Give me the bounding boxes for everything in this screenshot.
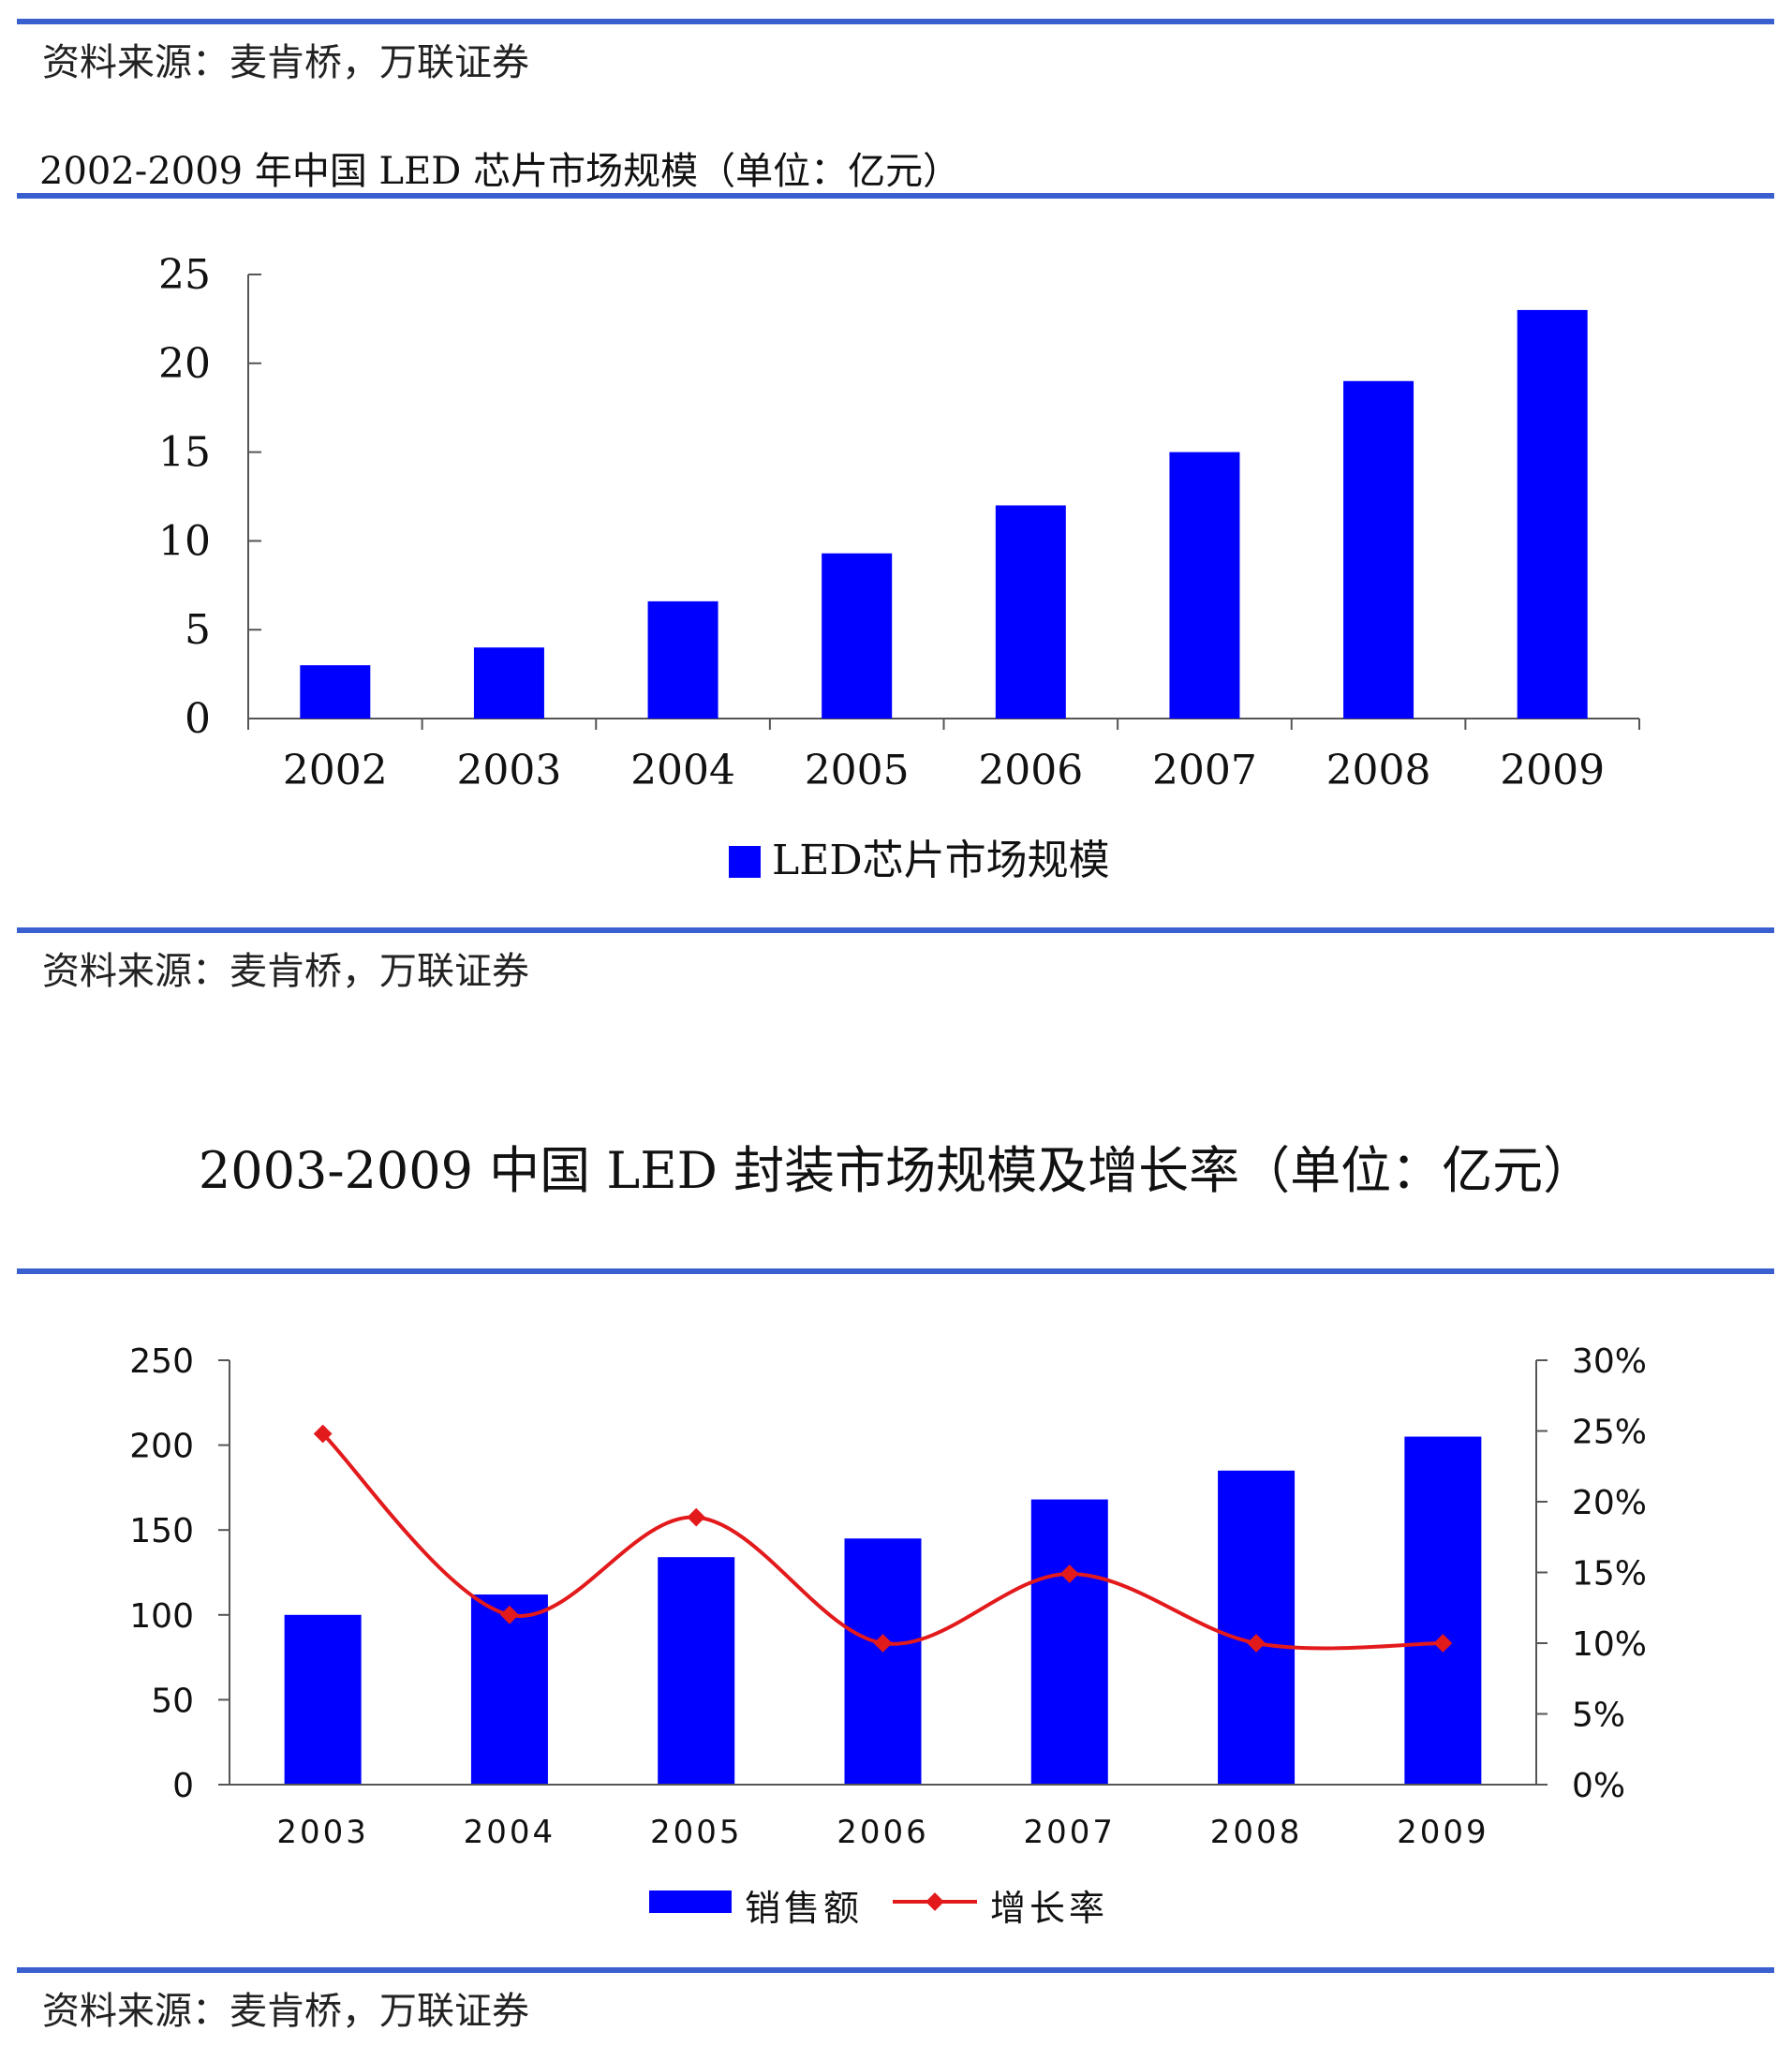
chart2-bar bbox=[658, 1557, 735, 1785]
chart2-combo-chart: 0 50 100 150 200 250 0% 5% 10% 15% 20% 25% 30% 2003 20… bbox=[129, 1342, 1647, 1929]
chart2-bar bbox=[1404, 1436, 1482, 1785]
chart2-x-tick-label: 2009 bbox=[1397, 1814, 1489, 1851]
chart2-x-tick-label: 2007 bbox=[1024, 1814, 1117, 1851]
chart1-y-tick-label: 25 bbox=[158, 251, 211, 299]
chart2-growth-point bbox=[1433, 1634, 1453, 1653]
chart1-x-tick-label: 2009 bbox=[1500, 747, 1605, 794]
chart2-growth-point bbox=[313, 1424, 333, 1444]
chart1-x-tick-label: 2003 bbox=[456, 747, 561, 794]
chart2-x-tick-label: 2006 bbox=[837, 1814, 929, 1851]
chart2-x-tick-label: 2003 bbox=[276, 1814, 369, 1851]
chart1-bar bbox=[1169, 452, 1240, 719]
chart2-left-tick-label: 100 bbox=[129, 1597, 194, 1636]
chart2-legend-bar-label: 销售额 bbox=[745, 1888, 863, 1929]
chart2-growth-point bbox=[687, 1507, 706, 1527]
chart1-y-tick-label: 5 bbox=[185, 606, 211, 654]
chart2-legend-bar-swatch bbox=[649, 1890, 732, 1913]
chart2-x-tick-label: 2005 bbox=[650, 1814, 743, 1851]
header-source: 资料来源：麦肯桥，万联证券 bbox=[42, 41, 529, 84]
chart1-x-tick-label: 2002 bbox=[283, 747, 388, 794]
chart1-x-tick-label: 2008 bbox=[1326, 747, 1431, 794]
chart1-x-tick-label: 2006 bbox=[978, 747, 1083, 794]
chart2-growth-point bbox=[1059, 1564, 1079, 1583]
chart1-y-tick-label: 20 bbox=[158, 340, 211, 388]
chart1-title: 2002-2009 年中国 LED 芯片市场规模（单位：亿元） bbox=[39, 150, 961, 193]
chart2-left-tick-label: 250 bbox=[129, 1342, 194, 1381]
chart2-left-tick-label: 200 bbox=[129, 1428, 194, 1466]
chart2-bottom-rule bbox=[17, 1967, 1774, 1973]
chart2-left-tick-label: 150 bbox=[129, 1512, 194, 1550]
chart2-bar bbox=[1218, 1470, 1296, 1785]
chart1-bar-chart: 0 5 10 15 20 25 2002 2003 2004 2005 2006 2007 2008 20… bbox=[158, 251, 1640, 884]
chart1-bar bbox=[1517, 309, 1588, 719]
chart2-right-tick-label: 5% bbox=[1572, 1697, 1625, 1735]
chart2-left-tick-label: 0 bbox=[172, 1767, 194, 1805]
chart1-bottom-rule bbox=[17, 927, 1774, 933]
chart1-bar bbox=[995, 505, 1066, 719]
top-rule bbox=[17, 19, 1774, 24]
chart2-right-tick-label: 0% bbox=[1572, 1767, 1625, 1805]
chart2-left-tick-label: 50 bbox=[151, 1682, 194, 1720]
chart1-legend-label: LED芯片市场规模 bbox=[772, 837, 1110, 884]
chart1-legend-swatch bbox=[729, 846, 761, 878]
chart1-bar bbox=[1343, 380, 1414, 719]
chart1-source: 资料来源：麦肯桥，万联证券 bbox=[42, 950, 529, 993]
chart2-x-tick-label: 2004 bbox=[464, 1814, 556, 1851]
chart2-bar bbox=[844, 1538, 922, 1785]
chart1-x-tick-label: 2004 bbox=[630, 747, 735, 794]
chart2-top-rule bbox=[17, 1268, 1774, 1274]
chart1-bar bbox=[822, 553, 893, 719]
chart2-x-tick-label: 2008 bbox=[1210, 1814, 1303, 1851]
chart1-x-tick-label: 2005 bbox=[805, 747, 910, 794]
chart1-y-tick-label: 15 bbox=[158, 429, 211, 477]
chart2-right-tick-label: 25% bbox=[1572, 1414, 1647, 1452]
chart2-bar bbox=[284, 1614, 362, 1785]
chart1-top-rule bbox=[17, 193, 1774, 199]
chart1-bar bbox=[473, 647, 544, 719]
chart2-title: 2003-2009 中国 LED 封装市场规模及增长率（单位：亿元） bbox=[198, 1141, 1594, 1200]
chart1-y-tick-label: 0 bbox=[185, 695, 211, 743]
chart2-right-tick-label: 10% bbox=[1572, 1625, 1647, 1664]
chart1-y-tick-label: 10 bbox=[158, 517, 211, 565]
chart2-bar bbox=[470, 1594, 548, 1785]
chart2-growth-point bbox=[873, 1634, 893, 1653]
chart1-x-tick-label: 2007 bbox=[1152, 747, 1257, 794]
chart1-bar bbox=[647, 600, 718, 719]
chart2-legend-line-marker bbox=[926, 1892, 944, 1911]
chart2-growth-point bbox=[1247, 1634, 1266, 1653]
chart2-right-tick-label: 15% bbox=[1572, 1555, 1647, 1594]
chart2-source: 资料来源：麦肯桥，万联证券 bbox=[42, 1990, 529, 2033]
chart2-legend-line-label: 增长率 bbox=[990, 1888, 1108, 1929]
chart2-bar bbox=[1030, 1499, 1108, 1785]
chart2-right-tick-label: 20% bbox=[1572, 1484, 1647, 1522]
chart2-right-tick-label: 30% bbox=[1572, 1342, 1647, 1381]
chart1-bar bbox=[300, 665, 371, 719]
